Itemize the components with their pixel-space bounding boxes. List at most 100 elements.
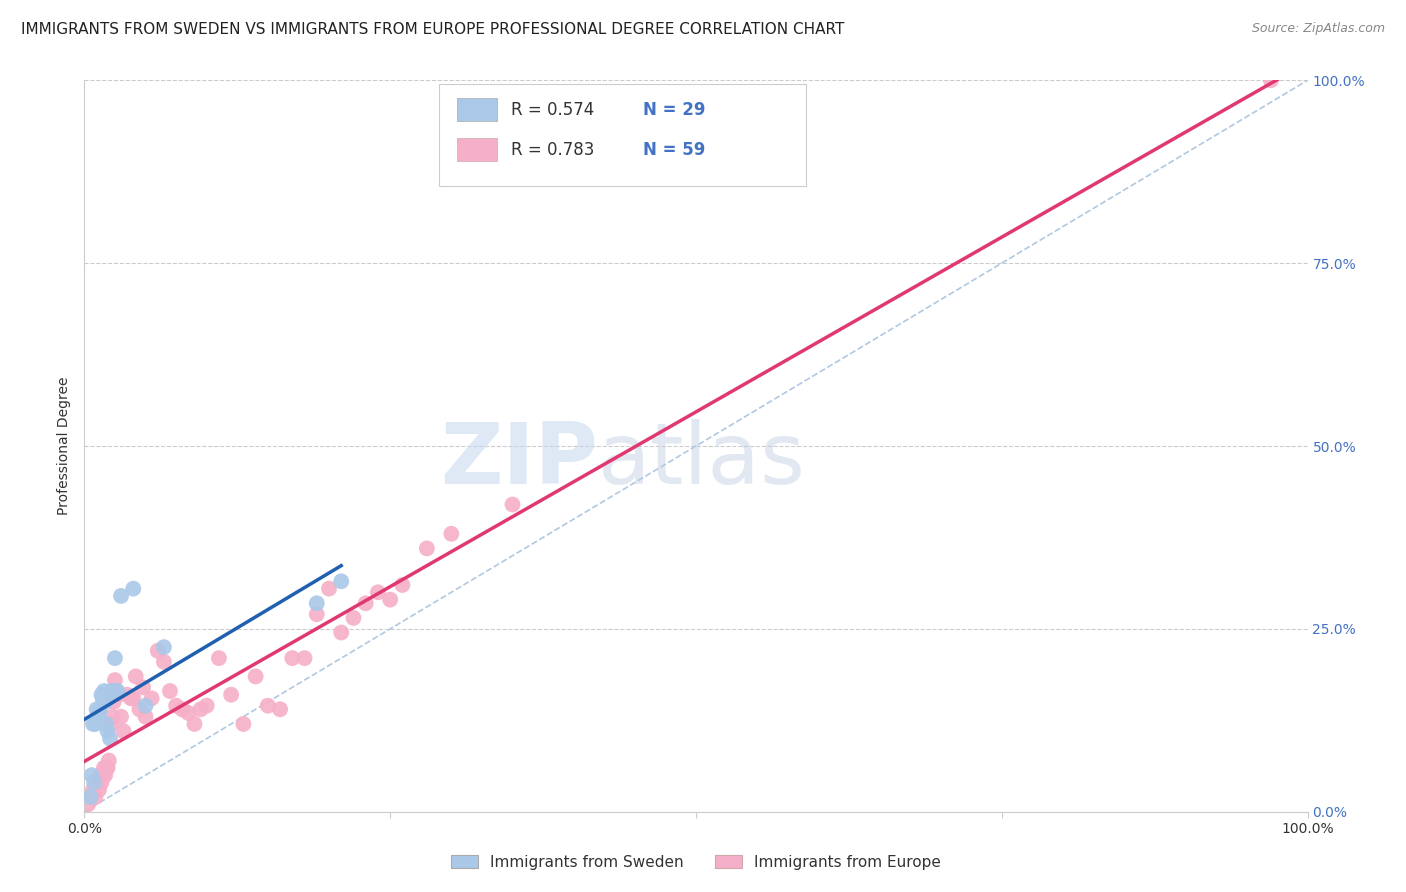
Point xyxy=(318,582,340,596)
Point xyxy=(245,669,267,683)
Point xyxy=(90,688,112,702)
Point xyxy=(93,684,115,698)
Point xyxy=(159,684,181,698)
Text: N = 29: N = 29 xyxy=(644,101,706,119)
Point xyxy=(120,691,142,706)
Point xyxy=(354,596,377,610)
Point xyxy=(96,717,118,731)
Point xyxy=(135,709,157,723)
Point xyxy=(82,717,104,731)
Text: IMMIGRANTS FROM SWEDEN VS IMMIGRANTS FROM EUROPE PROFESSIONAL DEGREE CORRELATION: IMMIGRANTS FROM SWEDEN VS IMMIGRANTS FRO… xyxy=(21,22,845,37)
Legend: Immigrants from Sweden, Immigrants from Europe: Immigrants from Sweden, Immigrants from … xyxy=(443,847,949,877)
Point xyxy=(177,706,200,720)
Point xyxy=(107,688,129,702)
Point xyxy=(103,684,125,698)
Text: R = 0.783: R = 0.783 xyxy=(512,141,595,159)
Point xyxy=(87,706,110,720)
Point xyxy=(100,717,122,731)
Text: Source: ZipAtlas.com: Source: ZipAtlas.com xyxy=(1251,22,1385,36)
Point xyxy=(110,589,132,603)
Point xyxy=(135,698,157,713)
Point xyxy=(77,797,100,812)
Point xyxy=(257,698,280,713)
Point xyxy=(83,775,105,789)
Point xyxy=(367,585,389,599)
Point xyxy=(219,688,242,702)
Point xyxy=(105,684,128,698)
Point xyxy=(502,498,524,512)
Point xyxy=(208,651,231,665)
Point xyxy=(97,761,120,775)
Point xyxy=(153,640,176,655)
Point xyxy=(94,695,117,709)
Point xyxy=(89,702,111,716)
Point xyxy=(269,702,291,716)
Point xyxy=(98,731,121,746)
Point xyxy=(79,790,101,805)
Point xyxy=(89,768,111,782)
Point xyxy=(103,695,125,709)
Point xyxy=(128,702,150,716)
Point xyxy=(112,724,135,739)
Point xyxy=(94,768,117,782)
Point xyxy=(122,582,145,596)
Point xyxy=(90,775,112,789)
Point xyxy=(93,761,115,775)
Point xyxy=(97,724,120,739)
Point xyxy=(110,709,132,723)
Point xyxy=(104,651,127,665)
Point xyxy=(281,651,304,665)
Point xyxy=(82,782,104,797)
Point xyxy=(190,702,212,716)
Y-axis label: Professional Degree: Professional Degree xyxy=(58,376,72,516)
Point xyxy=(96,761,118,775)
Point xyxy=(87,782,110,797)
Point xyxy=(183,717,205,731)
Point xyxy=(105,684,128,698)
Point xyxy=(86,775,108,789)
Point xyxy=(101,709,124,723)
Point xyxy=(440,526,463,541)
Point xyxy=(79,790,101,805)
Point xyxy=(132,681,155,695)
Point xyxy=(91,691,114,706)
Point xyxy=(101,684,124,698)
Bar xyxy=(457,138,496,161)
Text: R = 0.574: R = 0.574 xyxy=(512,101,595,119)
Point xyxy=(172,702,194,716)
Point xyxy=(91,768,114,782)
Point xyxy=(87,709,110,723)
Text: N = 59: N = 59 xyxy=(644,141,706,159)
FancyBboxPatch shape xyxy=(439,84,806,186)
Point xyxy=(100,684,122,698)
Point xyxy=(125,669,148,683)
Point xyxy=(80,768,103,782)
Point xyxy=(342,611,364,625)
Point xyxy=(104,673,127,687)
Text: ZIP: ZIP xyxy=(440,419,598,502)
Point xyxy=(146,644,169,658)
Point xyxy=(195,698,218,713)
Point xyxy=(416,541,439,556)
Point xyxy=(97,691,120,706)
Text: atlas: atlas xyxy=(598,419,806,502)
Point xyxy=(141,691,163,706)
Point xyxy=(305,607,328,622)
Point xyxy=(84,717,107,731)
Point xyxy=(115,688,138,702)
Point xyxy=(1260,73,1282,87)
Point xyxy=(330,574,353,589)
Point xyxy=(86,702,108,716)
Point xyxy=(153,655,176,669)
Point xyxy=(165,698,187,713)
Point xyxy=(391,578,413,592)
Point xyxy=(305,596,328,610)
Point xyxy=(87,775,110,789)
Point xyxy=(330,625,353,640)
Point xyxy=(84,790,107,805)
Point xyxy=(294,651,316,665)
Point xyxy=(380,592,402,607)
Point xyxy=(232,717,254,731)
Bar xyxy=(457,98,496,121)
Point xyxy=(97,754,120,768)
